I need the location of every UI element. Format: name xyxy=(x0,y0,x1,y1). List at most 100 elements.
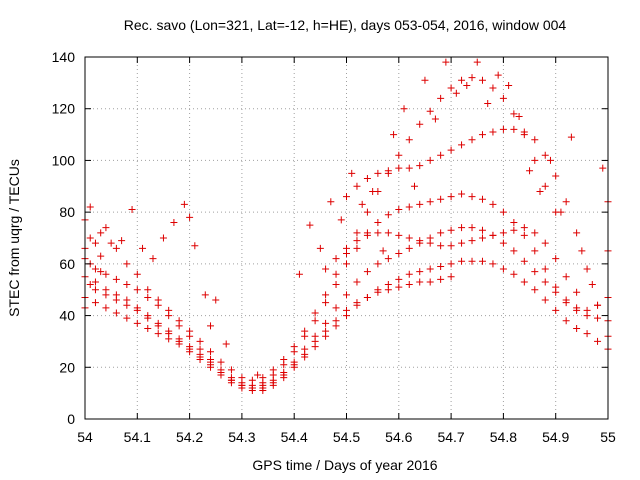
data-point xyxy=(573,288,581,296)
data-point xyxy=(154,301,162,309)
data-point xyxy=(358,200,366,208)
data-point xyxy=(112,309,120,317)
data-point xyxy=(165,335,173,343)
data-point xyxy=(311,317,319,325)
data-points xyxy=(81,58,612,395)
data-point xyxy=(384,255,392,263)
data-point xyxy=(426,107,434,115)
data-point xyxy=(395,283,403,291)
data-point xyxy=(301,332,309,340)
data-point xyxy=(353,229,361,237)
data-point xyxy=(332,304,340,312)
data-point xyxy=(102,224,110,232)
data-point xyxy=(395,151,403,159)
data-point xyxy=(578,247,586,255)
data-point xyxy=(468,224,476,232)
data-point xyxy=(217,358,225,366)
data-point xyxy=(442,58,450,66)
data-point xyxy=(379,247,387,255)
data-point xyxy=(447,84,455,92)
data-point xyxy=(91,278,99,286)
data-point xyxy=(520,231,528,239)
data-point xyxy=(405,270,413,278)
data-point xyxy=(374,218,382,226)
chart-title: Rec. savo (Lon=321, Lat=-12, h=HE), days… xyxy=(124,17,567,33)
data-point xyxy=(384,229,392,237)
y-tick-label: 0 xyxy=(67,411,75,427)
data-point xyxy=(458,257,466,265)
data-point xyxy=(478,131,486,139)
data-point xyxy=(227,376,235,384)
data-point xyxy=(384,286,392,294)
data-point xyxy=(468,74,476,82)
data-point xyxy=(353,244,361,252)
data-point xyxy=(458,224,466,232)
data-point xyxy=(149,255,157,263)
data-point xyxy=(447,242,455,250)
data-point xyxy=(562,273,570,281)
data-point xyxy=(531,229,539,237)
data-point xyxy=(363,208,371,216)
data-point xyxy=(332,281,340,289)
data-point xyxy=(280,371,288,379)
data-point xyxy=(452,89,460,97)
data-point xyxy=(405,164,413,172)
data-point xyxy=(139,244,147,252)
data-point xyxy=(395,231,403,239)
y-tick-label: 120 xyxy=(52,101,76,117)
data-point xyxy=(369,187,377,195)
data-point xyxy=(97,252,105,260)
data-point xyxy=(463,81,471,89)
data-point xyxy=(552,306,560,314)
data-point xyxy=(510,110,518,118)
data-point xyxy=(520,257,528,265)
data-point xyxy=(97,268,105,276)
data-point xyxy=(447,226,455,234)
data-point xyxy=(437,275,445,283)
y-tick-label: 40 xyxy=(59,308,75,324)
data-point xyxy=(520,224,528,232)
data-point xyxy=(212,296,220,304)
data-point xyxy=(374,260,382,268)
data-point xyxy=(133,286,141,294)
data-point xyxy=(395,206,403,214)
data-point xyxy=(363,231,371,239)
data-point xyxy=(499,208,507,216)
data-point xyxy=(478,195,486,203)
data-point xyxy=(499,265,507,273)
data-point xyxy=(426,198,434,206)
data-point xyxy=(437,262,445,270)
data-point xyxy=(410,182,418,190)
data-point xyxy=(332,317,340,325)
data-point xyxy=(437,242,445,250)
x-tick-label: 54.9 xyxy=(542,429,569,445)
data-point xyxy=(458,76,466,84)
data-point xyxy=(348,169,356,177)
data-point xyxy=(363,268,371,276)
x-tick-label: 54.7 xyxy=(437,429,464,445)
x-tick-labels: 54 54.1 54.2 54.3 54.4 54.5 54.6 54.7 54.8 54.9 55 xyxy=(77,429,616,445)
data-point xyxy=(306,221,314,229)
x-tick-label: 54.2 xyxy=(176,429,203,445)
data-point xyxy=(426,278,434,286)
data-point xyxy=(562,317,570,325)
series-scattered xyxy=(81,58,612,379)
data-point xyxy=(541,239,549,247)
data-point xyxy=(447,193,455,201)
data-point xyxy=(416,237,424,245)
data-point xyxy=(437,195,445,203)
data-point xyxy=(478,76,486,84)
series-set-1 xyxy=(81,74,560,384)
data-point xyxy=(207,358,215,366)
data-point xyxy=(207,348,215,356)
x-tick-label: 54 xyxy=(77,429,93,445)
data-point xyxy=(165,312,173,320)
data-point xyxy=(447,273,455,281)
data-point xyxy=(520,278,528,286)
data-point xyxy=(531,136,539,144)
data-point xyxy=(102,286,110,294)
data-point xyxy=(421,76,429,84)
data-point xyxy=(489,200,497,208)
data-point xyxy=(112,291,120,299)
